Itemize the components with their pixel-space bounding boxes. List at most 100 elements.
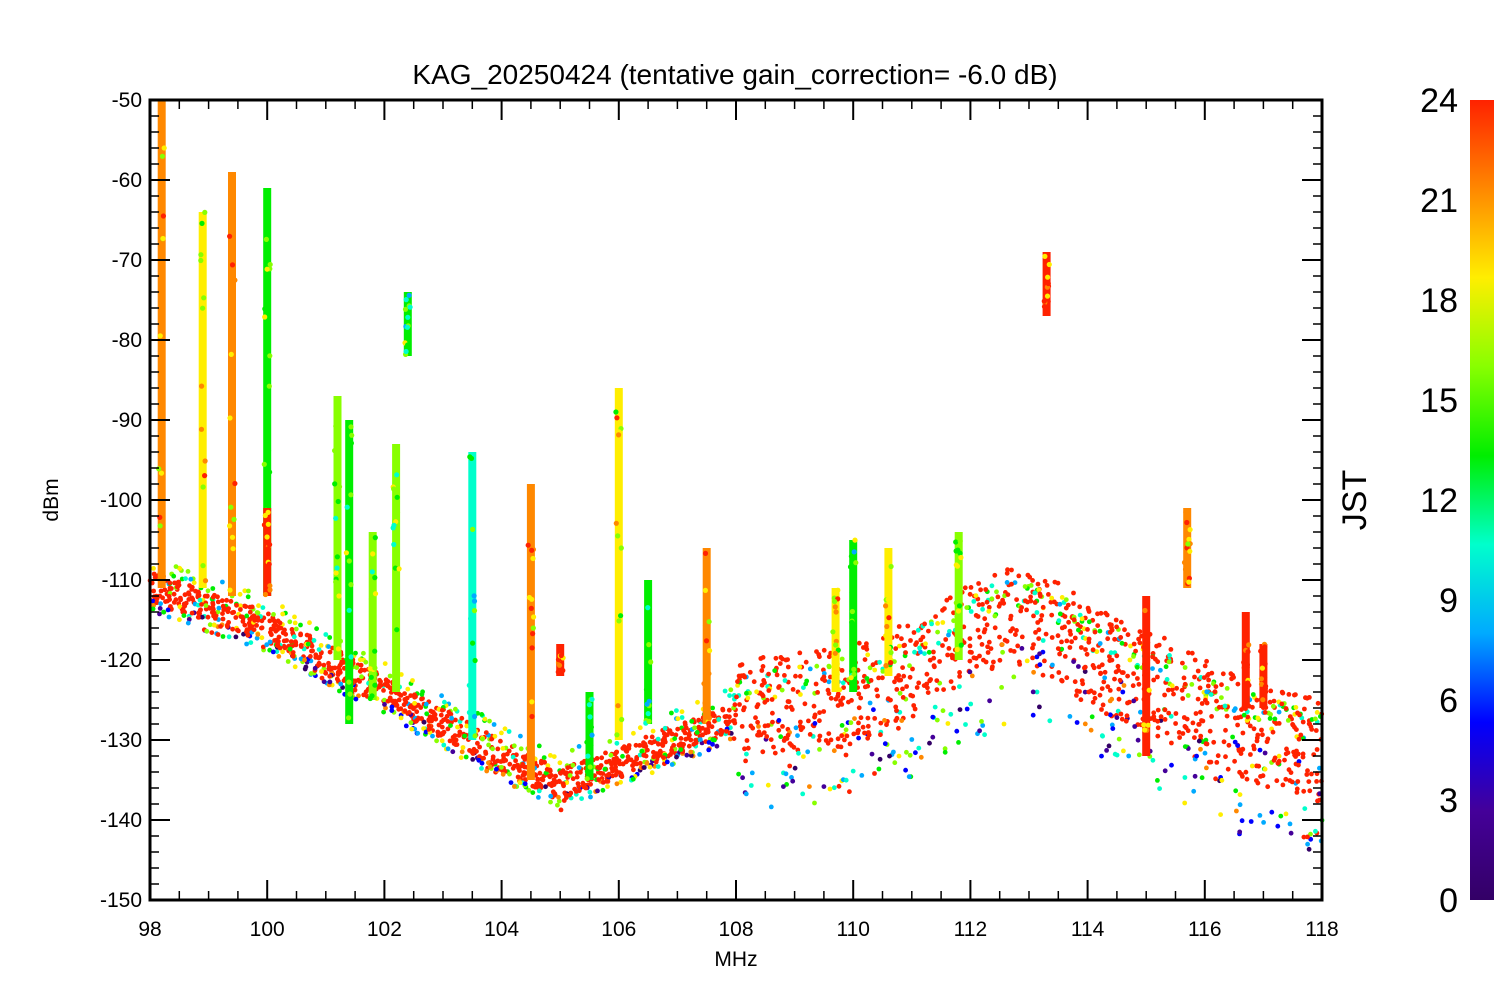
noise-point (1295, 779, 1301, 784)
noise-point (260, 644, 266, 650)
noise-point (770, 710, 775, 716)
signal-point (833, 609, 839, 615)
noise-point (1303, 695, 1308, 701)
noise-point (357, 657, 363, 663)
noise-point (556, 798, 562, 804)
noise-point (426, 717, 432, 723)
noise-point (975, 627, 981, 633)
y-tick-label: -80 (112, 329, 142, 352)
signal-point (407, 304, 413, 310)
noise-point (706, 747, 712, 753)
noise-point (180, 609, 186, 615)
noise-point (937, 659, 942, 664)
y-tick-label: -70 (112, 249, 142, 272)
signal-point (470, 640, 476, 646)
noise-point (587, 789, 593, 795)
noise-point (947, 595, 953, 601)
noise-point (1118, 635, 1124, 640)
noise-point (1032, 590, 1038, 596)
noise-point (439, 724, 445, 730)
noise-point (780, 724, 785, 729)
signal-point (395, 682, 401, 689)
noise-point (1155, 778, 1160, 783)
signal-column (884, 548, 893, 676)
noise-point (205, 588, 211, 594)
noise-point (1106, 743, 1112, 749)
noise-point (665, 732, 670, 738)
signal-point (1241, 659, 1247, 666)
noise-point (1119, 670, 1125, 675)
noise-point (267, 647, 273, 653)
noise-point (191, 580, 197, 586)
noise-point (1125, 632, 1131, 638)
noise-point (500, 771, 506, 777)
noise-point (165, 607, 171, 613)
noise-point (298, 644, 304, 649)
noise-point (980, 723, 986, 728)
noise-point (1113, 617, 1119, 623)
noise-point (576, 784, 582, 789)
noise-point (1301, 788, 1307, 794)
noise-point (744, 751, 749, 757)
noise-point (754, 704, 760, 710)
noise-point (892, 760, 898, 766)
noise-point (1097, 641, 1103, 646)
x-tick-label: 104 (484, 918, 519, 941)
noise-point (1313, 828, 1318, 834)
colorbar-tick-label: 18 (1420, 282, 1458, 320)
noise-point (725, 721, 730, 727)
noise-point (501, 753, 506, 758)
noise-point (920, 634, 926, 640)
noise-point (238, 607, 243, 612)
signal-point (472, 713, 478, 720)
signal-point (466, 709, 472, 716)
noise-point (858, 715, 864, 721)
signal-point (1258, 676, 1264, 682)
noise-point (1296, 759, 1302, 764)
noise-point (968, 585, 974, 590)
noise-point (783, 657, 789, 663)
signal-point (706, 619, 712, 625)
noise-point (1116, 696, 1122, 702)
signal-column (614, 388, 623, 740)
signal-point (703, 563, 709, 569)
noise-point (166, 614, 172, 620)
y-tick-label: -90 (112, 409, 142, 432)
noise-point (340, 685, 345, 690)
noise-point (599, 755, 605, 761)
noise-point (679, 715, 685, 720)
noise-point (248, 640, 254, 645)
signal-point (888, 660, 894, 666)
noise-point (1307, 788, 1313, 794)
noise-point (935, 621, 940, 626)
noise-point (450, 734, 456, 740)
noise-point (817, 654, 822, 660)
noise-point (967, 591, 973, 597)
noise-point (620, 753, 625, 759)
noise-point (1137, 640, 1143, 646)
noise-point (173, 564, 179, 569)
noise-point (1293, 754, 1298, 759)
noise-point (1307, 695, 1312, 700)
colorbar-tick-label: 6 (1439, 682, 1458, 720)
noise-point (1127, 657, 1133, 663)
noise-point (555, 802, 560, 808)
noise-point (1185, 728, 1191, 734)
noise-point (283, 631, 289, 637)
noise-point (1028, 594, 1033, 600)
noise-point (535, 776, 541, 782)
noise-point (1136, 636, 1141, 642)
noise-point (703, 728, 709, 734)
signal-point (158, 105, 164, 111)
noise-point (1192, 773, 1198, 779)
noise-point (1304, 772, 1310, 777)
noise-point (1287, 821, 1293, 827)
signal-point (396, 566, 402, 572)
noise-point (731, 736, 737, 741)
signal-point (267, 583, 273, 589)
noise-point (205, 614, 211, 620)
signal-point (530, 631, 536, 637)
noise-point (1219, 695, 1224, 700)
noise-point (1262, 710, 1268, 715)
noise-point (165, 598, 170, 604)
